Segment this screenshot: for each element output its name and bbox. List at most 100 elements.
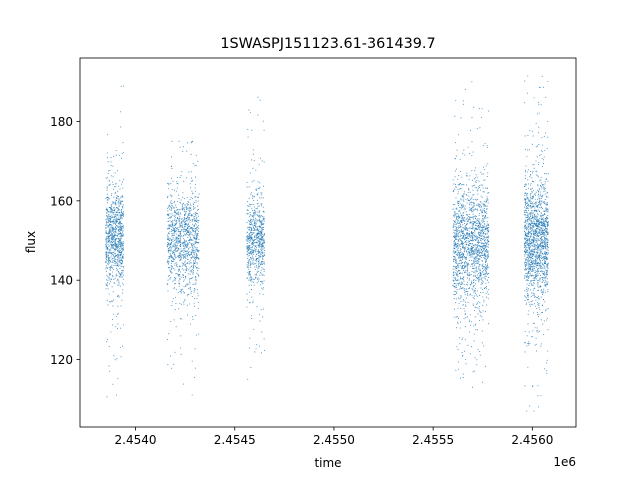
data-point xyxy=(487,293,489,295)
data-point xyxy=(486,145,488,147)
data-point xyxy=(543,262,546,264)
data-point xyxy=(174,228,176,230)
data-point xyxy=(120,305,122,307)
data-point xyxy=(173,233,175,235)
data-point xyxy=(484,263,487,265)
data-point xyxy=(477,307,479,309)
data-point xyxy=(192,273,194,275)
data-point xyxy=(188,283,190,285)
data-point xyxy=(176,262,178,264)
data-point xyxy=(198,257,200,259)
data-point xyxy=(120,225,122,227)
data-point xyxy=(482,250,484,252)
data-point xyxy=(187,314,189,316)
data-point xyxy=(172,215,174,217)
data-point xyxy=(474,222,476,224)
data-point xyxy=(114,243,116,245)
data-point xyxy=(471,238,473,240)
data-point xyxy=(533,226,535,228)
data-point xyxy=(532,236,534,238)
data-point xyxy=(194,164,196,166)
data-point xyxy=(194,230,196,233)
data-point xyxy=(539,214,541,216)
data-point xyxy=(484,251,486,253)
data-point xyxy=(194,265,196,267)
data-point xyxy=(178,275,180,277)
data-point xyxy=(254,250,256,252)
data-point xyxy=(256,306,258,308)
data-point xyxy=(484,267,486,269)
data-point xyxy=(470,197,472,199)
data-point xyxy=(472,189,474,191)
data-point xyxy=(473,236,475,238)
data-point xyxy=(477,242,479,244)
data-point xyxy=(255,258,257,260)
data-point xyxy=(463,318,465,320)
data-point xyxy=(527,299,529,301)
data-point xyxy=(479,351,481,353)
data-point xyxy=(188,228,190,230)
data-point xyxy=(170,209,172,211)
data-point xyxy=(166,261,168,263)
data-point xyxy=(120,223,123,225)
data-point xyxy=(466,202,468,204)
data-point xyxy=(255,208,257,210)
data-point xyxy=(261,274,263,276)
data-point xyxy=(249,264,251,266)
data-point xyxy=(117,218,119,220)
data-point xyxy=(539,224,541,226)
data-point xyxy=(531,284,533,286)
data-point xyxy=(189,183,191,185)
data-point xyxy=(478,305,481,308)
data-point xyxy=(258,231,260,233)
data-point xyxy=(107,243,109,246)
data-point xyxy=(537,239,540,241)
data-point xyxy=(187,214,189,217)
data-point xyxy=(478,245,480,247)
data-point xyxy=(107,199,109,201)
data-point xyxy=(535,245,537,247)
data-point xyxy=(167,259,169,261)
data-point xyxy=(474,187,476,189)
data-point xyxy=(474,248,476,250)
data-point xyxy=(107,276,109,278)
data-point xyxy=(105,265,107,267)
data-point xyxy=(110,241,112,243)
data-point xyxy=(178,285,180,287)
data-point xyxy=(474,244,476,246)
data-point xyxy=(198,193,200,195)
data-point xyxy=(191,296,193,298)
data-point xyxy=(479,268,481,270)
data-point xyxy=(531,172,533,174)
data-point xyxy=(259,242,261,244)
data-point xyxy=(106,300,108,302)
data-point xyxy=(108,277,110,280)
data-point xyxy=(190,227,192,229)
data-point xyxy=(105,232,107,235)
data-point xyxy=(476,295,478,297)
data-point xyxy=(186,250,188,252)
data-point xyxy=(479,315,481,317)
data-point xyxy=(107,216,109,218)
data-point xyxy=(177,292,179,294)
data-point xyxy=(170,207,173,209)
data-point xyxy=(170,276,172,279)
data-point xyxy=(486,244,488,246)
data-point xyxy=(119,237,121,239)
data-point xyxy=(116,275,118,277)
data-point xyxy=(525,220,527,223)
data-point xyxy=(118,238,120,240)
data-point xyxy=(547,283,549,285)
data-point xyxy=(194,176,197,178)
data-point xyxy=(254,210,256,212)
data-point xyxy=(478,266,480,268)
data-point xyxy=(119,239,121,241)
data-point xyxy=(185,220,187,222)
data-point xyxy=(175,241,177,243)
data-point xyxy=(172,233,174,235)
data-point xyxy=(247,248,249,250)
data-point xyxy=(180,289,182,291)
data-point xyxy=(108,170,110,172)
data-point xyxy=(461,206,463,208)
data-point xyxy=(109,370,111,372)
